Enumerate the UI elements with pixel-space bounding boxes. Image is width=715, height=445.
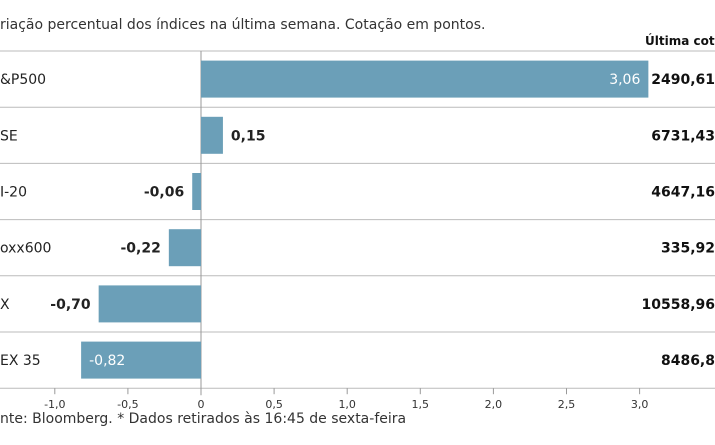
last-quote-value: 10558,96 [641,297,715,313]
value-label: -0,22 [120,241,160,257]
bar [192,173,201,210]
last-quote-value: 335,92 [661,241,715,257]
last-quote-value: 6731,43 [651,128,715,144]
value-label: 0,15 [231,128,266,144]
value-label: -0,82 [89,353,125,369]
chart-subtitle: riação percentual dos índices na última … [0,17,486,33]
x-tick-label: 3,0 [631,398,649,411]
value-label: -0,06 [144,185,184,201]
category-label: I-20 [0,185,27,201]
bar [98,285,201,323]
x-tick-label: -0,5 [117,398,138,411]
value-label: -0,70 [50,297,91,313]
x-tick-label: -1,0 [44,398,65,411]
bar [201,116,223,154]
category-label: X [0,297,10,313]
last-quote-value: 4647,16 [651,185,715,201]
value-label: 3,06 [609,72,640,88]
bar [168,229,201,267]
last-quote-header: Última cotaç [645,34,715,48]
x-tick-label: 0,5 [265,398,283,411]
x-tick-label: 2,0 [485,398,503,411]
x-tick-label: 0 [198,398,205,411]
source-note: nte: Bloomberg. * Dados retirados às 16:… [0,411,407,427]
x-tick-label: 1,0 [338,398,356,411]
bar [81,341,201,379]
x-tick-label: 1,5 [412,398,430,411]
last-quote-value: 8486,8 [661,353,715,369]
category-label: SE [0,128,18,144]
bar [201,60,649,98]
category-label: oxx600 [0,241,51,257]
category-label: EX 35 [0,353,41,369]
x-tick-label: 2,5 [558,398,576,411]
last-quote-value: 2490,61 [651,72,715,88]
category-label: &P500 [0,72,46,88]
